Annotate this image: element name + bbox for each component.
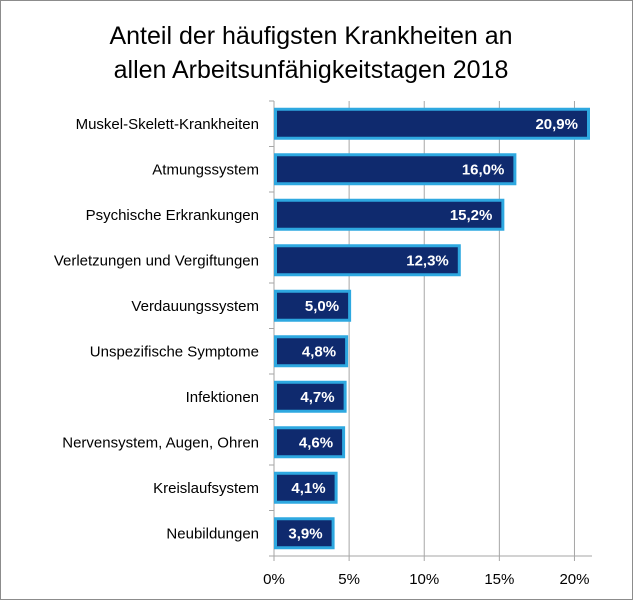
data-label: 4,1% — [291, 480, 325, 497]
data-label: 5,0% — [305, 298, 339, 315]
category-label: Verdauungssystem — [131, 298, 259, 315]
category-label: Infektionen — [186, 389, 259, 406]
bar — [274, 289, 352, 322]
x-tick-label: 20% — [559, 571, 589, 588]
title-line-1: Anteil der häufigsten Krankheiten an — [109, 22, 513, 50]
data-label: 12,3% — [406, 252, 449, 269]
data-label: 4,8% — [302, 343, 336, 360]
category-label: Psychische Erkrankungen — [86, 207, 259, 224]
x-tick-label: 5% — [338, 571, 360, 588]
data-label: 20,9% — [535, 116, 578, 133]
category-label: Neubildungen — [166, 525, 259, 542]
x-tick-label: 10% — [409, 571, 439, 588]
chart-title: Anteil der häufigsten Krankheiten an all… — [1, 19, 621, 87]
bar — [274, 244, 461, 277]
bar — [274, 153, 517, 186]
x-tick-label: 0% — [263, 571, 285, 588]
category-label: Kreislaufsystem — [153, 480, 259, 497]
bar — [274, 107, 590, 140]
category-label: Muskel-Skelett-Krankheiten — [76, 116, 259, 133]
bar — [274, 517, 335, 550]
bar — [274, 335, 349, 368]
data-label: 16,0% — [462, 161, 505, 178]
bar — [274, 198, 505, 231]
category-label: Atmungssystem — [152, 161, 259, 178]
category-label: Unspezifische Symptome — [90, 343, 259, 360]
data-label: 15,2% — [450, 207, 493, 224]
category-label: Nervensystem, Augen, Ohren — [62, 434, 259, 451]
data-label: 3,9% — [288, 525, 322, 542]
data-label: 4,6% — [299, 434, 333, 451]
bar — [274, 426, 346, 459]
category-label: Verletzungen und Vergiftungen — [54, 252, 259, 269]
data-label: 4,7% — [300, 389, 334, 406]
bar — [274, 380, 347, 413]
x-tick-label: 15% — [484, 571, 514, 588]
title-line-2: allen Arbeitsunfähigkeitstagen 2018 — [113, 56, 509, 84]
bar — [274, 471, 338, 504]
